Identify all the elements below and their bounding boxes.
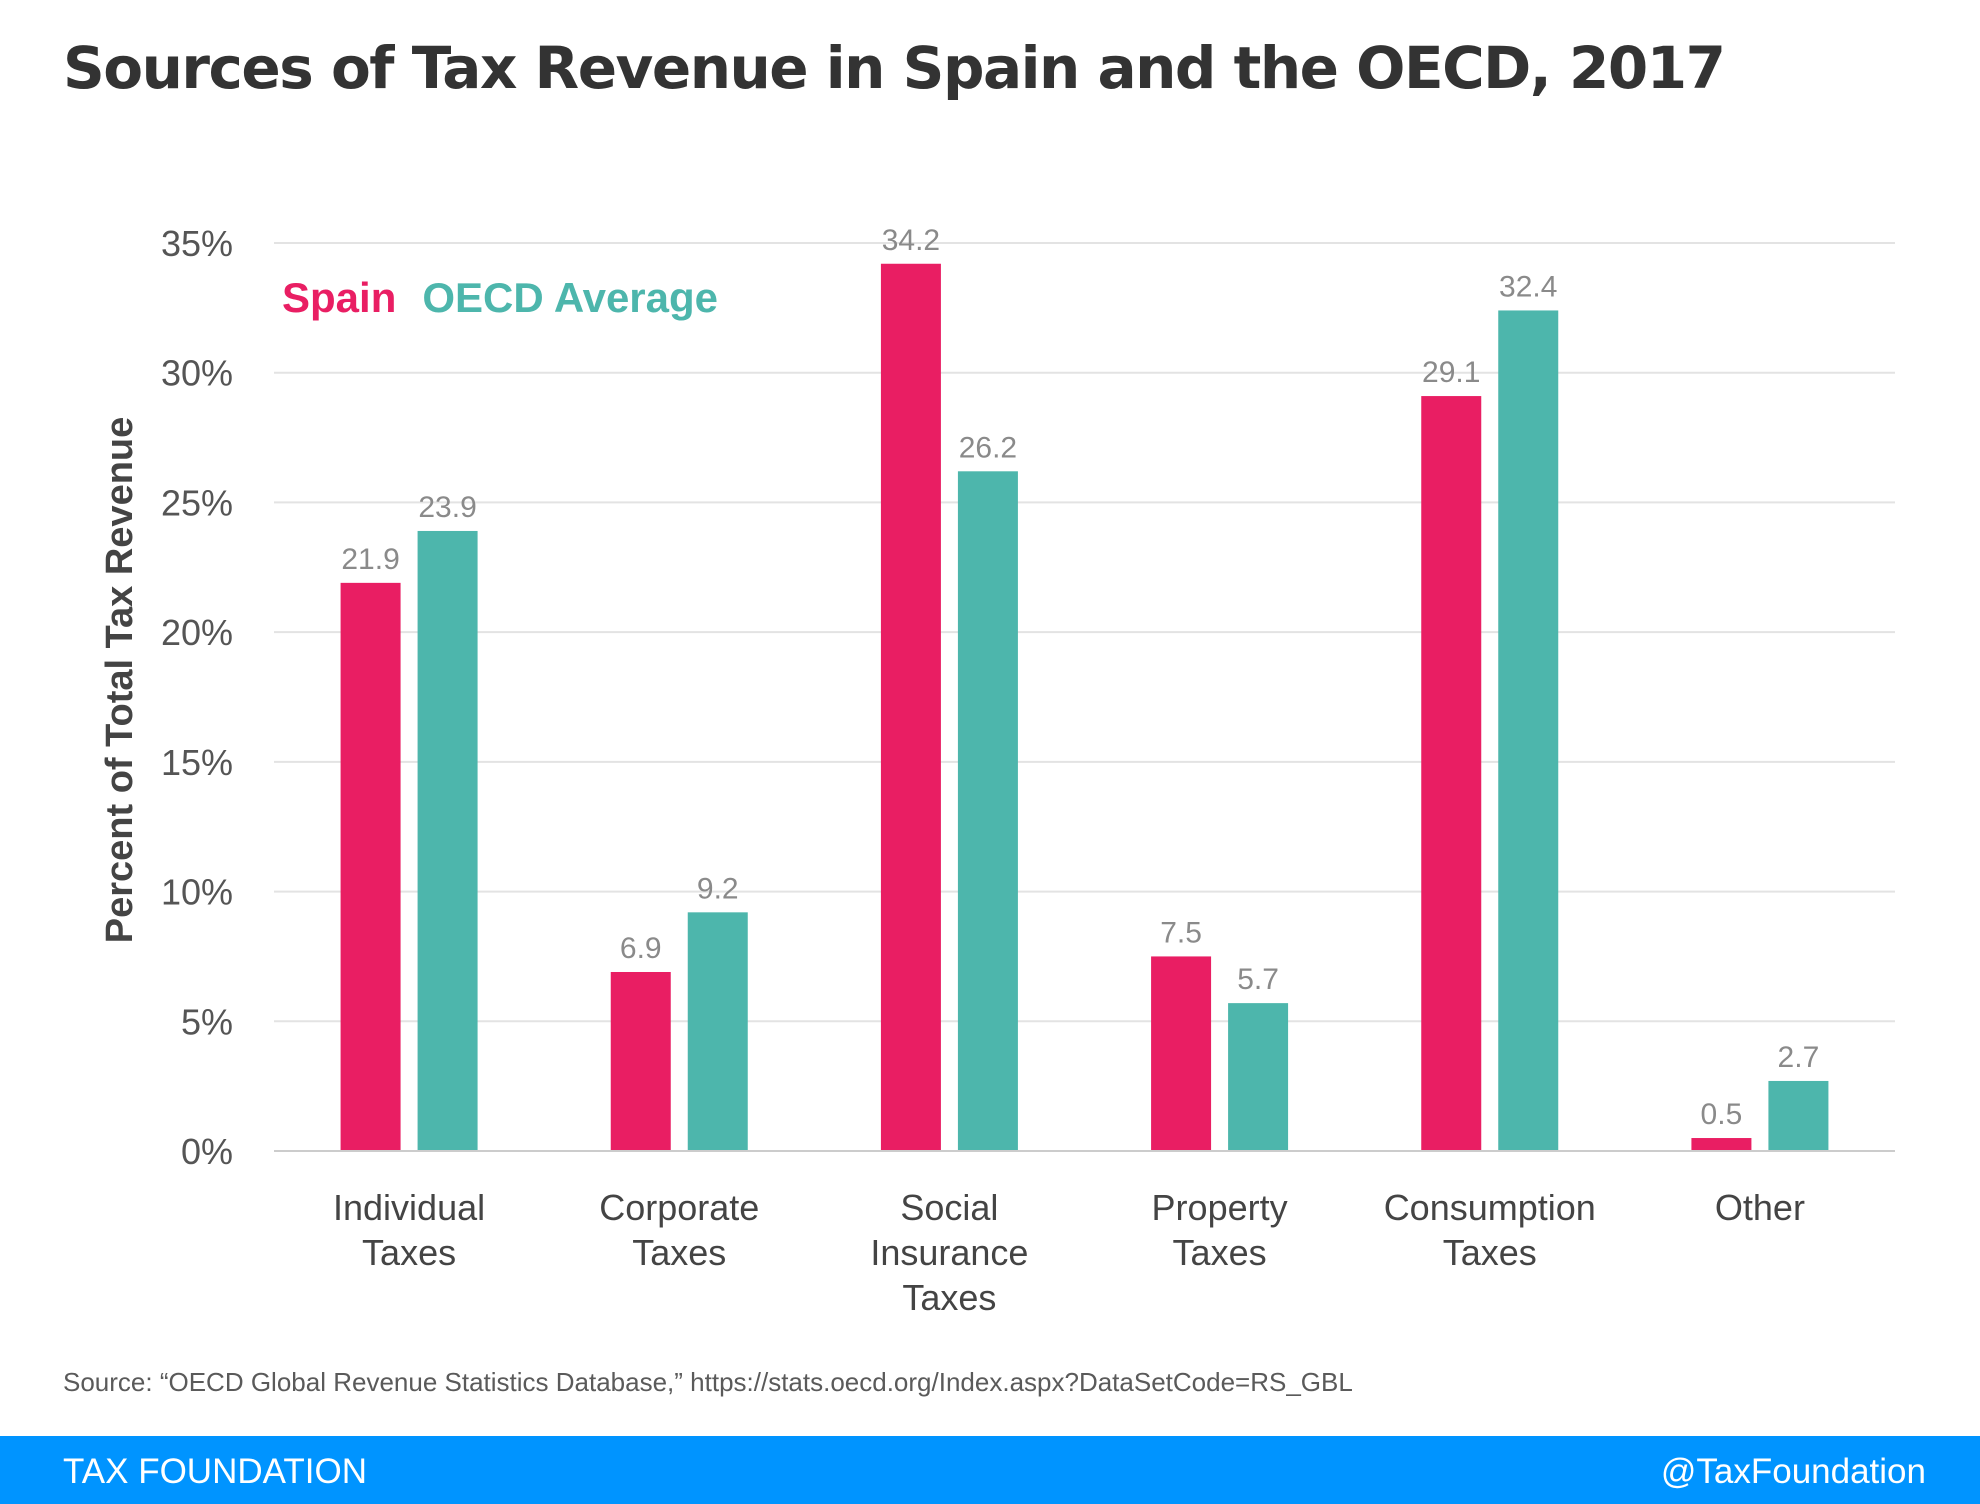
y-tick-label: 5%: [181, 1001, 233, 1042]
data-label: 7.5: [1160, 916, 1202, 949]
x-tick-label: Individual: [333, 1187, 485, 1228]
x-tick-label: Consumption: [1384, 1187, 1596, 1228]
data-label: 6.9: [620, 932, 662, 965]
x-tick-label: Taxes: [632, 1232, 726, 1273]
x-tick-label: Taxes: [1173, 1232, 1267, 1273]
bar: [417, 530, 478, 1151]
footer-brand: TAX FOUNDATION: [63, 1452, 367, 1491]
data-label: 21.9: [341, 543, 399, 576]
y-tick-label: 35%: [161, 223, 233, 264]
data-label: 2.7: [1778, 1041, 1820, 1074]
y-tick-label: 30%: [161, 353, 233, 394]
bar: [1151, 956, 1212, 1151]
y-tick-label: 10%: [161, 872, 233, 913]
y-axis-ticks: 0% 5% 10% 15% 20% 25% 30% 35%: [161, 223, 233, 1172]
bars: [340, 263, 1829, 1152]
legend-item: Spain: [282, 274, 396, 321]
legend-item: OECD Average: [422, 274, 718, 321]
legend: Spain OECD Average: [282, 274, 718, 321]
data-label: 5.7: [1237, 963, 1279, 996]
chart-title: Sources of Tax Revenue in Spain and the …: [63, 34, 1726, 102]
x-tick-label: Other: [1715, 1187, 1805, 1228]
data-labels: 21.9 23.9 6.9 9.2 34.2 26.2 7.5 5.7 29.1 32.4 0.5 2…: [341, 224, 1819, 1131]
data-label: 34.2: [882, 224, 940, 257]
bar: [957, 471, 1018, 1152]
x-tick-label: Taxes: [362, 1232, 456, 1273]
data-label: 32.4: [1499, 270, 1557, 303]
data-label: 9.2: [697, 872, 739, 905]
y-tick-label: 25%: [161, 482, 233, 523]
bar: [1228, 1003, 1289, 1151]
data-label: 23.9: [418, 491, 476, 524]
footer-bar: TAX FOUNDATION @TaxFoundation: [0, 1436, 1980, 1504]
data-label: 29.1: [1422, 356, 1480, 389]
data-label: 26.2: [959, 431, 1017, 464]
bar: [880, 263, 941, 1151]
x-tick-label: Taxes: [1443, 1232, 1537, 1273]
x-tick-label: Property: [1152, 1187, 1288, 1228]
x-tick-label: Taxes: [902, 1277, 996, 1318]
y-tick-label: 15%: [161, 742, 233, 783]
x-tick-label: Insurance: [870, 1232, 1028, 1273]
footer-handle: @TaxFoundation: [1660, 1452, 1926, 1491]
bar: [1498, 310, 1559, 1151]
gridlines: [274, 242, 1895, 1023]
data-label: 0.5: [1701, 1098, 1743, 1131]
bar: [340, 582, 401, 1151]
y-tick-label: 0%: [181, 1131, 233, 1172]
bar: [1421, 396, 1482, 1151]
y-axis-label: Percent of Total Tax Revenue: [99, 417, 141, 944]
x-tick-label: Corporate: [599, 1187, 759, 1228]
x-axis-ticks: IndividualTaxesCorporateTaxesSocialInsur…: [333, 1187, 1805, 1318]
bar-chart: 0% 5% 10% 15% 20% 25% 30% 35% Percent of Total …: [99, 223, 1895, 1318]
y-tick-label: 20%: [161, 612, 233, 653]
bar: [687, 912, 748, 1151]
x-tick-label: Social: [900, 1187, 998, 1228]
bar: [1691, 1138, 1752, 1151]
source-note: Source: “OECD Global Revenue Statistics …: [63, 1367, 1353, 1397]
bar: [1768, 1080, 1829, 1151]
bar: [610, 971, 671, 1151]
